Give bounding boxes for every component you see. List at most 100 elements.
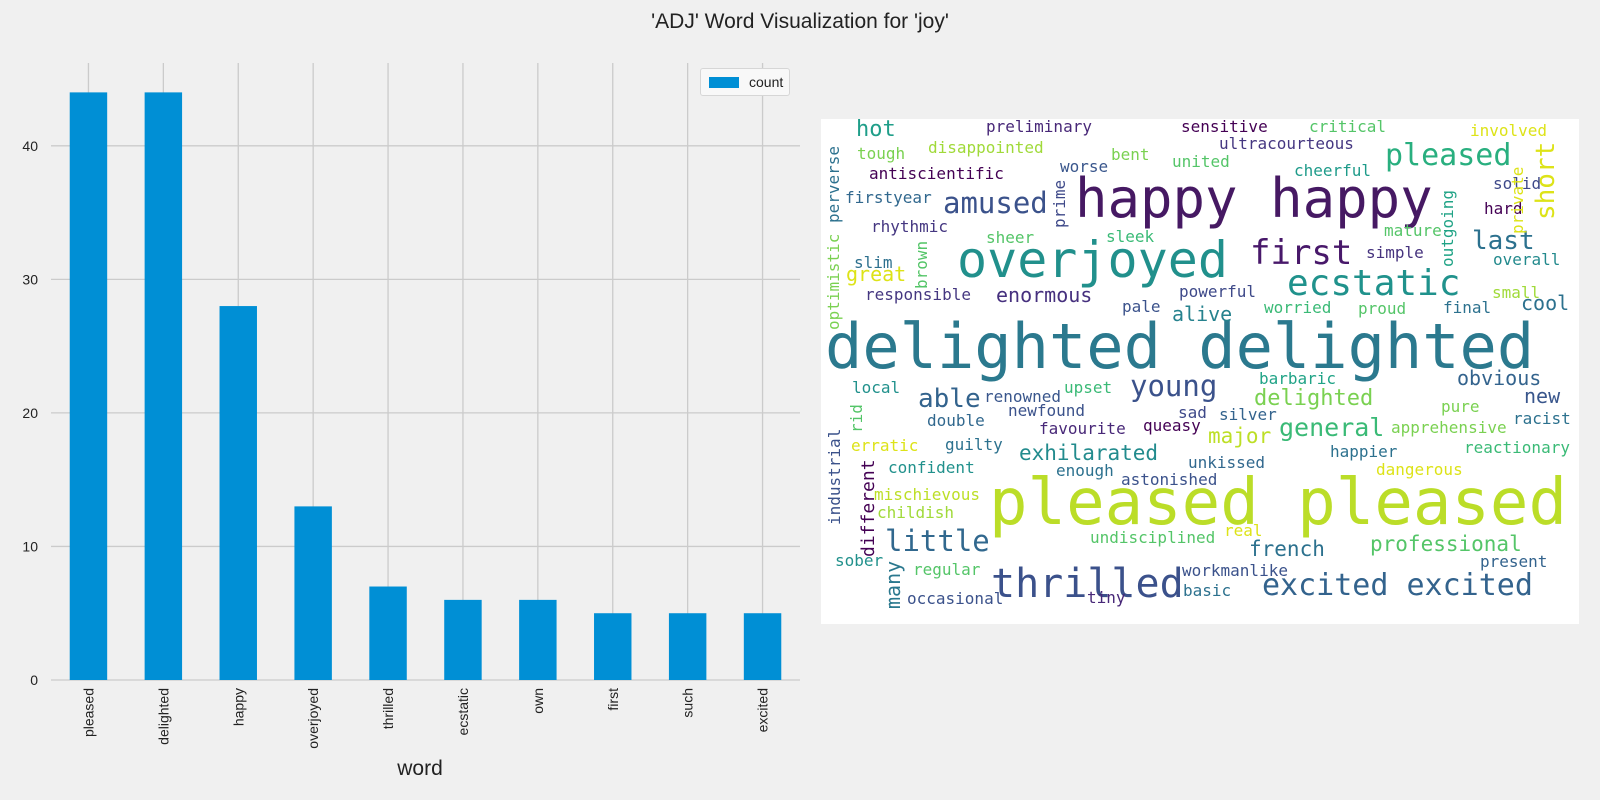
bar-thrilled: [369, 586, 407, 680]
word-cloud-word: alive: [1172, 302, 1233, 326]
word-cloud-word: renowned: [984, 387, 1062, 406]
bar-chart: 0 10 20 30 40 pleased delighted happy overjoyed…: [22, 63, 800, 780]
word-cloud-word: upset: [1064, 378, 1113, 397]
word-cloud-word: occasional: [907, 589, 1004, 608]
word-cloud-word: able: [918, 384, 981, 414]
word-cloud-word: pleased pleased: [989, 466, 1567, 540]
word-cloud-word: disappointed: [928, 138, 1044, 157]
word-cloud-word: cheerful: [1294, 161, 1372, 180]
y-tick-labels: 0 10 20 30 40: [22, 138, 38, 688]
legend-label-count: count: [749, 74, 784, 90]
word-cloud-word: delighted: [1254, 386, 1374, 411]
word-cloud-word: amused: [943, 186, 1048, 220]
x-axis-label: word: [396, 757, 443, 780]
word-cloud-word: perverse: [824, 145, 843, 223]
bar-excited: [743, 613, 782, 680]
word-cloud-word: local: [852, 378, 901, 397]
word-cloud-word: ultracourteous: [1219, 134, 1354, 153]
word-cloud-word: worse: [1060, 157, 1109, 176]
word-cloud-word: pleased: [1385, 138, 1512, 173]
figure-title: 'ADJ' Word Visualization for 'joy': [651, 10, 949, 33]
word-cloud-word: cool: [1521, 291, 1570, 315]
word-cloud-word: delighted delighted: [825, 310, 1535, 383]
word-cloud-word: powerful: [1179, 282, 1257, 301]
y-tick-label: 20: [22, 405, 38, 421]
word-cloud-word: excited excited: [1262, 568, 1533, 603]
x-tick-label: ecstatic: [455, 688, 471, 735]
word-cloud-word: apprehensive: [1391, 418, 1507, 437]
word-cloud-word: bent: [1111, 145, 1150, 164]
bar-first: [594, 613, 632, 680]
word-cloud-word: simple: [1366, 243, 1424, 262]
word-cloud-word: great: [846, 262, 907, 286]
word-cloud-word: prime: [1050, 179, 1069, 228]
word-cloud-word: sad: [1178, 403, 1207, 422]
word-cloud-word: sheer: [986, 228, 1035, 247]
word-cloud-word: general: [1279, 413, 1385, 442]
word-cloud-word: erratic: [851, 436, 919, 455]
word-cloud-word: brown: [912, 240, 931, 289]
word-cloud-word: overall: [1493, 250, 1561, 269]
y-tick-label: 0: [30, 672, 38, 688]
word-cloud-word: astonished: [1121, 470, 1218, 489]
word-cloud-word: industrial: [825, 428, 844, 525]
word-cloud-word: private: [1508, 166, 1527, 234]
word-cloud-word: worried: [1264, 298, 1332, 317]
x-tick-label: overjoyed: [305, 688, 321, 749]
word-cloud-word: present: [1480, 552, 1548, 571]
word-cloud-word: rid: [847, 404, 866, 433]
word-cloud-word: slim: [854, 253, 893, 272]
word-cloud-word: last: [1472, 226, 1535, 256]
word-cloud-word: hard: [1484, 199, 1523, 218]
word-cloud-word: happier: [1330, 442, 1398, 461]
word-cloud-word: thrilled: [991, 561, 1184, 607]
word-cloud-word: childish: [877, 503, 955, 522]
bars: [69, 92, 782, 680]
gridlines: [51, 63, 800, 681]
bar-overjoyed: [294, 506, 332, 680]
word-cloud-word: french: [1249, 537, 1325, 561]
bar-pleased: [69, 92, 108, 680]
word-cloud-word: obvious: [1457, 366, 1542, 390]
word-cloud-word: undisciplined: [1090, 528, 1216, 547]
word-cloud-word: major: [1208, 424, 1272, 448]
x-tick-label: own: [530, 688, 546, 714]
word-cloud-word: young: [1130, 369, 1218, 403]
legend-swatch-count: [709, 76, 739, 88]
word-cloud-word: tiny: [1087, 588, 1126, 607]
x-tick-label: such: [680, 688, 696, 718]
x-tick-label: pleased: [80, 688, 96, 737]
y-tick-label: 40: [22, 138, 38, 154]
y-tick-label: 10: [22, 538, 38, 554]
word-cloud-word: enormous: [996, 283, 1093, 307]
word-cloud-word: preliminary: [986, 119, 1092, 136]
word-cloud-word: many: [881, 560, 905, 609]
x-tick-label: excited: [755, 688, 771, 732]
word-cloud-word: united: [1172, 152, 1230, 171]
word-cloud-word: involved: [1470, 121, 1548, 140]
word-cloud-word: first: [1250, 233, 1353, 273]
word-cloud-word: exhilarated: [1019, 441, 1159, 465]
word-cloud-word: guilty: [945, 435, 1003, 454]
word-cloud-word: newfound: [1008, 401, 1086, 420]
word-cloud-word: hot: [856, 119, 896, 142]
word-cloud-word: real: [1224, 521, 1263, 540]
word-cloud-word: ecstatic: [1287, 263, 1461, 304]
word-cloud-word: barbaric: [1259, 369, 1337, 388]
word-cloud-word: sensitive: [1181, 119, 1268, 136]
word-cloud-word: regular: [913, 560, 981, 579]
word-cloud-word: rhythmic: [871, 217, 949, 236]
word-cloud-word: pale: [1122, 297, 1161, 316]
word-cloud-word: queasy: [1143, 416, 1201, 435]
word-cloud-word: professional: [1370, 532, 1522, 556]
word-cloud-word: basic: [1183, 581, 1232, 600]
word-cloud-word: proud: [1358, 299, 1407, 318]
word-cloud-word: reactionary: [1464, 438, 1570, 457]
word-cloud-word: outgoing: [1438, 189, 1457, 267]
word-cloud-word: final: [1443, 298, 1492, 317]
legend: count: [700, 68, 790, 96]
y-tick-label: 30: [22, 271, 38, 287]
word-cloud-word: firstyear: [845, 188, 932, 207]
x-tick-labels: pleased delighted happy overjoyed thrilled ec…: [80, 688, 770, 749]
x-tick-label: delighted: [155, 688, 171, 745]
